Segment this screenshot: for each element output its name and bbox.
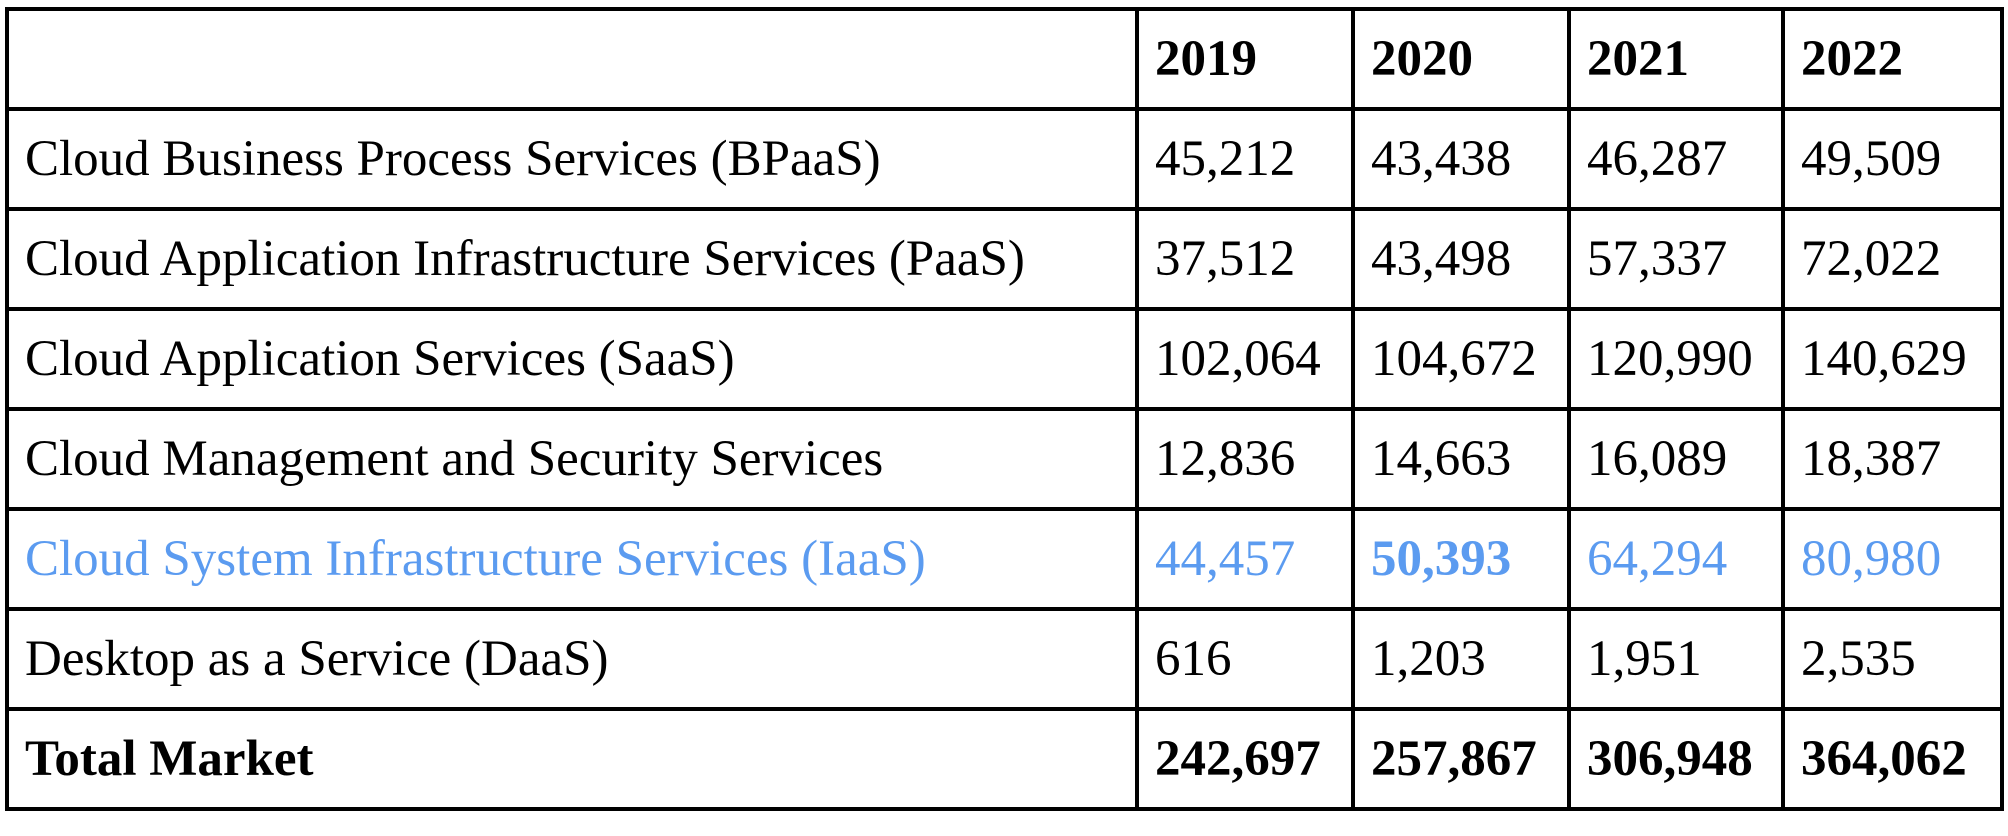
cell-2019: 44,457 [1135,507,1355,611]
cell-2021: 57,337 [1567,207,1785,311]
cell-2022: 72,022 [1781,207,2004,311]
cell-2019: 37,512 [1135,207,1355,311]
table-row-total: Total Market 242,697 257,867 306,948 364… [5,707,2004,811]
table-row-saas: Cloud Application Services (SaaS) 102,06… [5,307,2004,411]
cell-2020: 1,203 [1351,607,1571,711]
cell-2020: 257,867 [1351,707,1571,811]
cell-2020: 14,663 [1351,407,1571,511]
cell-2022: 2,535 [1781,607,2004,711]
cell-2021: 64,294 [1567,507,1785,611]
header-2022: 2022 [1781,7,2004,111]
cell-2019: 45,212 [1135,107,1355,211]
header-2020: 2020 [1351,7,1571,111]
cell-2022: 140,629 [1781,307,2004,411]
table-row-bpaas: Cloud Business Process Services (BPaaS) … [5,107,2004,211]
cell-2021: 16,089 [1567,407,1785,511]
cell-2022: 18,387 [1781,407,2004,511]
cell-2022: 364,062 [1781,707,2004,811]
table-row-paas: Cloud Application Infrastructure Service… [5,207,2004,311]
row-label: Cloud Business Process Services (BPaaS) [5,107,1139,211]
cell-2019: 102,064 [1135,307,1355,411]
row-label: Cloud System Infrastructure Services (Ia… [5,507,1139,611]
header-corner-cell [5,7,1139,111]
table-row-management-security: Cloud Management and Security Services 1… [5,407,2004,511]
cell-2022: 49,509 [1781,107,2004,211]
cell-2021: 1,951 [1567,607,1785,711]
cell-2021: 120,990 [1567,307,1785,411]
header-2021: 2021 [1567,7,1785,111]
row-label: Desktop as a Service (DaaS) [5,607,1139,711]
cell-2019: 616 [1135,607,1355,711]
cell-2020: 104,672 [1351,307,1571,411]
table-row-iaas: Cloud System Infrastructure Services (Ia… [5,507,2004,611]
cell-2020: 43,498 [1351,207,1571,311]
row-label: Cloud Management and Security Services [5,407,1139,511]
row-label: Cloud Application Services (SaaS) [5,307,1139,411]
cell-2022: 80,980 [1781,507,2004,611]
table-row-daas: Desktop as a Service (DaaS) 616 1,203 1,… [5,607,2004,711]
cell-2021: 306,948 [1567,707,1785,811]
cell-2019: 12,836 [1135,407,1355,511]
row-label: Total Market [5,707,1139,811]
header-row: 2019 2020 2021 2022 [5,7,2004,111]
cloud-market-table: 2019 2020 2021 2022 Cloud Business Proce… [5,7,2004,811]
data-table: 2019 2020 2021 2022 Cloud Business Proce… [5,7,2004,811]
cell-2020: 50,393 [1351,507,1571,611]
cell-2019: 242,697 [1135,707,1355,811]
cell-2021: 46,287 [1567,107,1785,211]
cell-2020: 43,438 [1351,107,1571,211]
header-2019: 2019 [1135,7,1355,111]
row-label: Cloud Application Infrastructure Service… [5,207,1139,311]
